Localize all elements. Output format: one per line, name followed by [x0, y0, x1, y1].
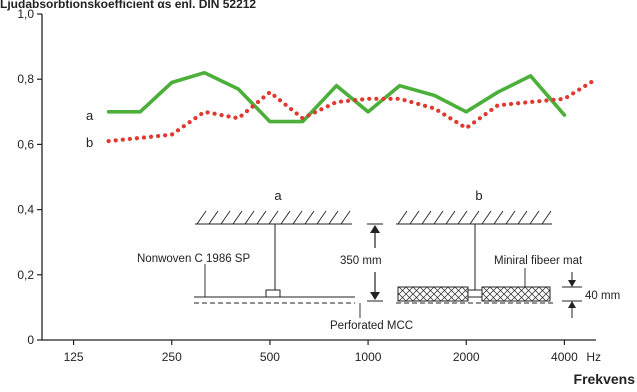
- series-b-label: b: [86, 135, 93, 150]
- x-unit-label: Hz: [586, 350, 601, 364]
- x-tick-label: 125: [64, 350, 84, 364]
- y-tick-label: 0,8: [17, 72, 34, 86]
- series-b-line: [106, 77, 599, 144]
- panel-a-label: a: [274, 188, 282, 203]
- fiber-mat-label: Miniral fibeer mat: [494, 255, 583, 267]
- axes: [41, 14, 596, 341]
- x-tick-label: 500: [260, 350, 280, 364]
- dim-arrow-down: [370, 292, 380, 300]
- nonwoven-label: Nonwoven C 1986 SP: [137, 253, 250, 265]
- x-ticks: 125 250 500 1000 2000 4000 Hz: [64, 340, 601, 364]
- panel-b-label: b: [475, 188, 482, 203]
- hatch-mark: [220, 210, 231, 225]
- x-tick-label: 1000: [355, 350, 382, 364]
- hatch-mark: [316, 210, 327, 225]
- series-a-label: a: [86, 108, 94, 123]
- ceiling-a-hatching: [195, 210, 352, 225]
- y-tick-label: 1,0: [17, 7, 34, 21]
- dim-arrow-up: [370, 225, 380, 233]
- thk-arrow-up: [568, 301, 576, 308]
- x-tick-label: 2000: [453, 350, 480, 364]
- x-axis-label: Frekvens: [574, 371, 636, 387]
- hatch-mark: [457, 210, 468, 225]
- hatch-mark: [529, 210, 540, 225]
- hatch-mark: [409, 210, 420, 225]
- ceiling-b-hatch-marks: [397, 210, 552, 225]
- mounting-diagram: a Nonwoven C 1986 SP 350 mm b Perforated…: [137, 188, 620, 332]
- hatch-mark: [421, 210, 432, 225]
- hatch-mark: [397, 210, 408, 225]
- hatch-mark: [517, 210, 528, 225]
- hatch-mark: [493, 210, 504, 225]
- hatch-mark: [256, 210, 267, 225]
- y-tick-label: 0: [27, 333, 34, 347]
- clip-a: [265, 289, 281, 298]
- thk-arrow-down: [568, 280, 576, 287]
- hatch-mark: [481, 210, 492, 225]
- y-tick-label: 0,4: [17, 203, 34, 217]
- y-tick-label: 0,6: [17, 137, 34, 151]
- clip-b: [467, 289, 483, 298]
- hatch-mark: [445, 210, 456, 225]
- y-ticks: 0 0,2 0,4 0,6 0,8 1,0: [17, 7, 42, 347]
- x-tick-label: 250: [162, 350, 182, 364]
- depth-label: 350 mm: [340, 255, 382, 267]
- fiber-mat-right: [481, 286, 551, 302]
- hatch-mark: [244, 210, 255, 225]
- series-group: [106, 70, 599, 144]
- hatch-mark: [208, 210, 219, 225]
- hatch-mark: [292, 210, 303, 225]
- hatch-mark: [232, 210, 243, 225]
- ceiling-a-hatch-marks: [196, 210, 351, 225]
- hatch-mark: [304, 210, 315, 225]
- thickness-label: 40 mm: [585, 290, 620, 302]
- hatch-mark: [280, 210, 291, 225]
- hatch-mark: [505, 210, 516, 225]
- hatch-mark: [268, 210, 279, 225]
- hatch-mark: [541, 210, 552, 225]
- fiber-mat-left: [397, 286, 469, 302]
- hatch-mark: [433, 210, 444, 225]
- hatch-mark: [469, 210, 480, 225]
- series-a-line: [106, 70, 567, 124]
- x-tick-label: 4000: [551, 350, 578, 364]
- hatch-mark: [196, 210, 207, 225]
- chart-title: Ljudabsorbtionskoefficient αs enl. DIN 5…: [0, 0, 256, 11]
- hatch-mark: [340, 210, 351, 225]
- y-tick-label: 0,2: [17, 268, 34, 282]
- hatch-mark: [328, 210, 339, 225]
- perforated-mcc-label: Perforated MCC: [330, 320, 413, 332]
